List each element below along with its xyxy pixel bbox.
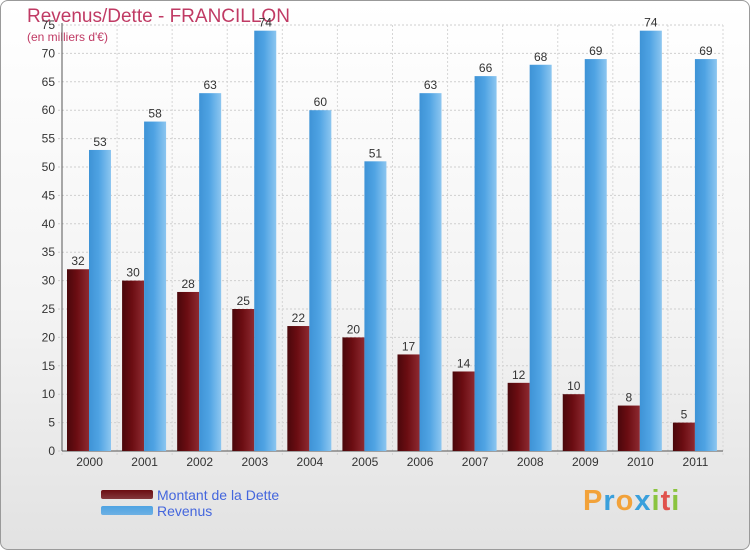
y-tick-label: 0 [48,444,55,458]
y-tick-label: 50 [42,160,56,174]
x-tick-label: 2008 [517,455,544,469]
y-tick-label: 75 [42,18,56,32]
y-tick-label: 55 [42,132,56,146]
data-label-revenus: 66 [479,61,493,75]
data-label-dette: 8 [625,391,632,405]
bar-dette [67,269,89,451]
x-tick-label: 2005 [352,455,379,469]
bar-dette [672,422,695,451]
data-label-revenus: 74 [259,16,273,30]
bar-dette [397,354,420,451]
bar-dette [562,394,585,451]
bar-revenus [639,30,662,452]
data-labels: 3253305828632574226020511763146612681069… [71,16,713,422]
data-label-revenus: 68 [534,50,548,64]
data-label-revenus: 69 [699,44,713,58]
data-label-dette: 28 [181,277,195,291]
data-label-revenus: 63 [424,78,438,92]
proxiti-logo: Proxiti [583,485,680,518]
bar-revenus [199,93,222,451]
data-label-dette: 30 [126,266,140,280]
chart-subtitle: (en milliers d'€) [27,30,108,44]
bar-revenus [419,93,442,451]
data-label-dette: 32 [71,254,85,268]
bar-revenus [144,121,167,451]
y-tick-label: 25 [42,302,56,316]
bar-dette [122,280,145,451]
bar-dette [232,309,255,451]
y-tick-label: 35 [42,245,56,259]
y-tick-label: 30 [42,274,56,288]
logo-letter: P [583,485,604,517]
y-tick-label: 45 [42,188,56,202]
y-tick-label: 70 [42,46,56,60]
logo-letter: i [671,485,681,517]
data-label-revenus: 60 [314,95,328,109]
bar-revenus [584,59,607,452]
bar-revenus [89,149,111,451]
legend-swatch-dette [101,490,153,499]
bar-revenus [309,110,332,451]
x-tick-label: 2010 [627,455,654,469]
logo-letter: t [660,485,672,517]
data-label-dette: 14 [457,356,471,370]
x-tick-label: 2002 [186,455,213,469]
logo-letter: r [603,485,616,517]
x-tick-label: 2011 [683,455,709,469]
data-label-revenus: 58 [148,107,162,121]
data-label-revenus: 69 [589,44,603,58]
x-tick-label: 2004 [297,455,324,469]
chart-title: Revenus/Dette - FRANCILLON [27,6,290,27]
bar-dette [617,405,640,451]
grid-lines [58,24,724,456]
x-tick-label: 2007 [462,455,489,469]
x-tick-label: 2000 [76,455,103,469]
y-tick-label: 10 [42,387,56,401]
bar-dette [287,326,310,451]
y-tick-label: 60 [42,103,56,117]
axes: 0 5 10 15 20 25 30 35 40 45 50 55 60 65 70 75 2000 2001 20… [42,18,723,469]
bar-dette [342,337,365,451]
y-tick-label: 65 [42,75,56,89]
data-label-dette: 20 [347,322,361,336]
data-label-revenus: 74 [644,16,658,30]
data-label-dette: 25 [237,294,251,308]
legend-label-revenus: Revenus [157,503,213,519]
logo-letter: o [615,485,635,517]
data-label-revenus: 53 [93,135,107,149]
bar-dette [177,291,200,451]
x-tick-label: 2006 [407,455,434,469]
data-label-dette: 17 [402,339,416,353]
y-tick-label: 20 [42,330,56,344]
y-tick-label: 40 [42,217,56,231]
bar-revenus [254,30,277,452]
bar-revenus [364,161,387,451]
x-tick-label: 2003 [241,455,268,469]
bars [67,30,717,452]
logo-letter: x [634,485,652,517]
data-label-dette: 10 [567,379,581,393]
legend-swatch-revenus [101,506,153,515]
data-label-revenus: 63 [203,78,217,92]
x-tick-label: 2001 [131,455,158,469]
bar-dette [452,371,475,451]
bar-revenus [529,64,552,451]
bar-revenus [694,59,717,452]
y-tick-label: 15 [42,359,56,373]
y-tick-label: 5 [48,416,55,430]
data-label-dette: 22 [292,311,306,325]
x-tick-label: 2009 [572,455,599,469]
bar-revenus [474,76,497,452]
data-label-revenus: 51 [369,146,383,160]
logo-letter: i [651,485,661,517]
data-label-dette: 12 [512,368,526,382]
bar-dette [507,382,530,451]
legend-label-dette: Montant de la Dette [157,487,280,503]
data-label-dette: 5 [681,408,688,422]
